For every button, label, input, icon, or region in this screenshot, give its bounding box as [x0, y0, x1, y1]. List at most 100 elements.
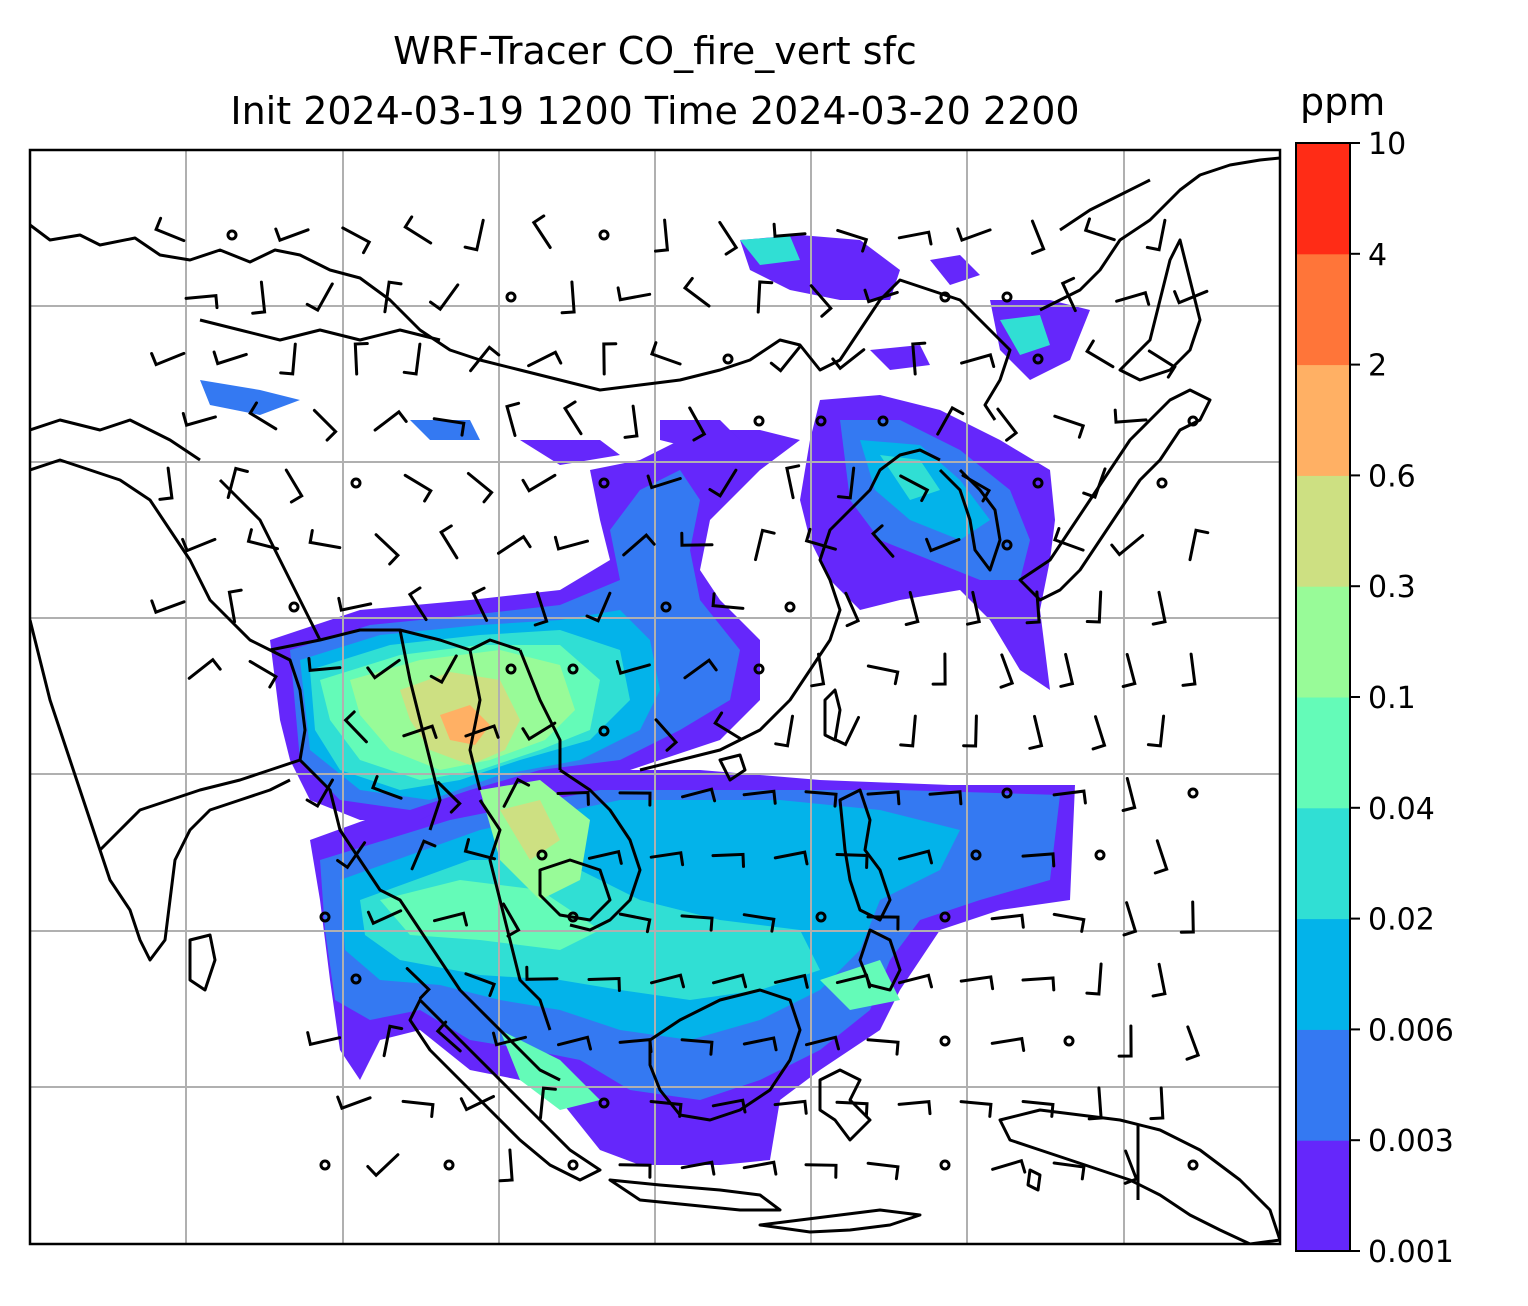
wind-barb [911, 341, 927, 376]
coastline [559, 768, 642, 932]
colorbar-segment [1296, 586, 1350, 698]
colorbar-tick-label: 0.3 [1368, 570, 1416, 605]
wind-barb [899, 474, 930, 503]
wind-barb [1113, 408, 1148, 424]
field-region [870, 345, 930, 370]
wind-barb [931, 652, 947, 686]
wind-barb [681, 787, 717, 803]
wind-barb [866, 915, 900, 931]
calm-wind-marker [939, 1035, 951, 1047]
wind-barb [836, 228, 869, 253]
coastline [823, 688, 842, 742]
concentration-field [200, 235, 1090, 1165]
wind-barb [742, 789, 777, 805]
wind-barb [1145, 218, 1167, 252]
calm-wind-marker [815, 415, 827, 427]
calm-wind-marker [505, 663, 517, 675]
wind-barb [227, 588, 243, 624]
calm-wind-marker [753, 663, 765, 675]
field-region [500, 800, 560, 860]
wind-barb [683, 658, 718, 680]
colorbar-segment [1296, 1029, 1350, 1141]
wind-barb [521, 473, 557, 493]
calm-wind-marker [1032, 353, 1044, 365]
wind-barb [1188, 528, 1210, 562]
coastline [608, 1178, 782, 1212]
map-frame [28, 148, 1282, 1246]
calm-wind-marker [350, 477, 362, 489]
calm-wind-marker [505, 291, 517, 303]
colorbar: 0.001 0.003 0.006 0.02 0.04 0.1 0.3 0.6 2 4 10 [1295, 127, 1454, 1270]
wind-barb [866, 1038, 900, 1056]
wind-barb [1025, 590, 1041, 625]
wind-barb [835, 853, 869, 869]
field-region [500, 1030, 600, 1110]
calm-wind-marker [598, 725, 610, 737]
coastline [818, 1068, 872, 1142]
wind-barb [382, 1024, 404, 1058]
wind-barb [1085, 339, 1115, 369]
coastline [838, 788, 892, 922]
wind-barb [844, 591, 861, 628]
wind-barb [226, 466, 249, 499]
wind-barb [897, 230, 933, 246]
wind-barb [212, 350, 248, 366]
coastline [998, 1108, 1280, 1244]
border-line [398, 629, 442, 831]
calm-wind-marker [722, 353, 734, 365]
calm-wind-marker [1187, 415, 1199, 427]
wind-barb [649, 851, 685, 867]
coastline [1059, 178, 1151, 232]
coastline [30, 223, 1012, 421]
wind-barb [246, 528, 279, 551]
wind-barb [306, 1031, 342, 1047]
wind-barb [773, 850, 809, 866]
calm-wind-marker [536, 849, 548, 861]
colorbar-segment [1296, 364, 1350, 476]
wind-barb [836, 466, 856, 500]
wind-barb [618, 912, 652, 934]
wind-barb [533, 591, 549, 627]
wind-barb [562, 400, 583, 436]
wind-barb [956, 227, 992, 243]
wind-barb [742, 1036, 778, 1052]
border-line [468, 649, 482, 791]
wind-barb [337, 596, 373, 612]
wind-barb [680, 531, 714, 547]
wind-barb [497, 534, 532, 555]
wind-barb [366, 909, 403, 926]
wind-barb [1185, 1025, 1201, 1061]
wind-barb [343, 710, 368, 744]
wind-barb [402, 342, 422, 376]
colorbar-tick-label: 0.6 [1368, 459, 1416, 494]
wind-barb [680, 1038, 714, 1056]
field-region [1000, 315, 1050, 355]
calm-wind-marker [443, 1159, 455, 1171]
wind-barb [959, 975, 995, 991]
calm-wind-marker [877, 415, 889, 427]
wind-barb [436, 781, 462, 814]
wind-barb [1122, 901, 1138, 937]
wind-barb [407, 586, 428, 622]
wind-barb [1173, 289, 1209, 305]
wind-barb [991, 1158, 1027, 1174]
wind-barb [366, 1153, 400, 1178]
wind-barb [305, 778, 334, 809]
wind-barb [1121, 653, 1137, 688]
wind-barb [773, 1099, 808, 1115]
wind-barb [962, 714, 978, 748]
wind-barb [556, 790, 590, 806]
wind-barb [181, 537, 217, 553]
wind-barb [623, 404, 639, 439]
wind-barb [772, 222, 807, 238]
wind-barb [1085, 590, 1103, 624]
wind-barb [999, 653, 1015, 689]
wind-barb [587, 849, 623, 865]
wind-barb [305, 282, 334, 313]
wind-barb [469, 345, 501, 373]
wind-barb [831, 348, 866, 371]
wind-barb [154, 216, 186, 243]
coastline [1026, 1168, 1042, 1192]
colorbar-segment [1296, 918, 1350, 1030]
